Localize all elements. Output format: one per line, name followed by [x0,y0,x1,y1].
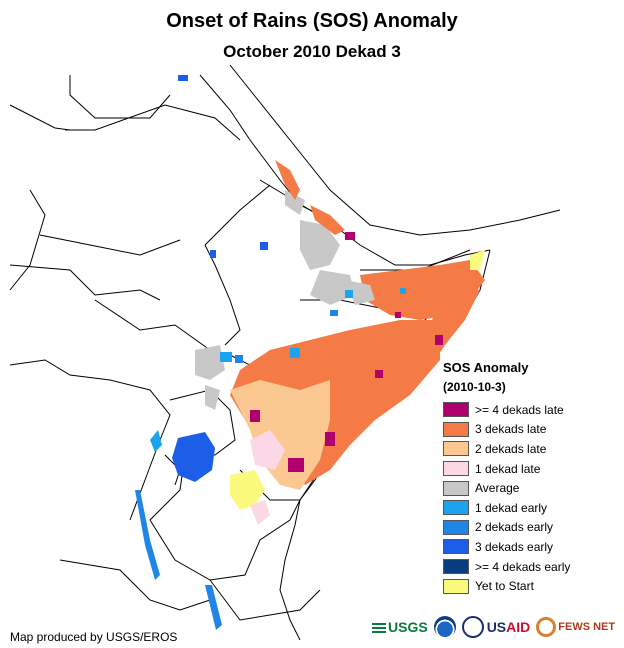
spot-late-7 [395,312,401,318]
spot-late-1 [288,458,304,472]
legend: SOS Anomaly (2010-10-3) >= 4 dekads late… [443,358,618,596]
legend-swatch [443,461,469,477]
coast-red-sea [199,74,361,246]
border-sudan-north [9,104,71,131]
early-spot-1 [260,242,268,250]
border-sudan-car [9,264,161,301]
border-drc [9,359,171,521]
region-kenya-pink [250,430,285,470]
legend-swatch [443,578,469,594]
legend-title: SOS Anomaly [443,360,529,375]
spot-late-6 [345,232,355,240]
early-spot-3 [210,250,216,258]
legend-label: >= 4 dekads late [475,402,564,417]
usgs-logo-text: USGS [388,619,428,635]
legend-date: (2010-10-3) [443,380,506,394]
legend-item: 3 dekads early [443,537,618,557]
border-south-sudan [94,299,211,351]
map-title: Onset of Rains (SOS) Anomaly [166,10,458,32]
lake-victoria-early [172,432,215,482]
legend-swatch [443,519,469,535]
legend-item: 2 dekads late [443,439,618,459]
region-kenya-peach [230,380,330,490]
lake-malawi [205,585,222,630]
partner-logos: USGS USAID FEWS NET [372,616,615,638]
one-early-spot-4 [400,288,406,294]
region-average-eritrea [285,190,305,215]
region-yet-to-start-tanzania [230,470,265,510]
two-early-spot-2 [330,310,338,316]
region-eritrea-orange [310,205,345,235]
spot-late-2 [325,432,335,446]
coast-gulf-aden [359,244,491,266]
spot-late-4 [375,370,383,378]
one-early-spot-1 [220,352,232,362]
spot-late-5 [435,335,443,345]
region-average-uganda [195,345,225,380]
noaa-logo-icon [433,616,456,638]
legend-label: 2 dekads early [475,520,554,535]
legend-label: 1 dekad early [475,500,548,515]
two-early-spot-1 [235,355,243,363]
legend-swatch [443,441,469,457]
legend-item: >= 4 dekads late [443,400,618,420]
region-yet-to-start-somalia [470,250,485,270]
border-chad [39,234,181,256]
legend-item: Yet to Start [443,576,618,596]
legend-swatch [443,421,469,437]
region-average-sudan [205,385,220,410]
legend-swatch [443,539,469,555]
legend-item: 1 dekad early [443,498,618,518]
lake-tanganyika [135,490,160,580]
region-pink-tanzania [250,500,270,525]
legend-item: >= 4 dekads early [443,557,618,577]
border-egypt-sudan [65,104,241,141]
fews-net-logo-icon: FEWS NET [536,617,615,637]
legend-swatch [443,559,469,575]
border-mozambique [209,579,321,621]
region-average-ethiopia-2 [310,270,355,305]
usaid-text-us: US [486,619,507,635]
usaid-seal-icon: USAID [461,616,531,638]
one-early-spot-2 [290,348,300,358]
legend-label: >= 4 dekads early [475,559,571,574]
legend-swatch [443,402,469,418]
region-average-ethiopia [300,220,340,270]
early-spot-2 [178,75,188,81]
map-credit: Map produced by USGS/EROS [10,630,178,644]
legend-items: >= 4 dekads late 3 dekads late 2 dekads … [443,400,618,596]
legend-swatch [443,480,469,496]
coast-arabia [229,64,561,236]
spot-late-3 [250,410,260,422]
usgs-logo-icon: USGS [372,619,428,635]
legend-label: 3 dekads late [475,422,547,437]
coast-tanzania [279,499,301,641]
legend-item: Average [443,478,618,498]
border-libya-egypt [69,75,171,119]
legend-label: 3 dekads early [475,539,554,554]
border-sudan-ethiopia [204,244,241,346]
legend-item: 2 dekads early [443,518,618,538]
legend-swatch [443,500,469,516]
one-early-spot-3 [345,290,353,298]
fews-net-text: FEWS NET [558,621,616,633]
legend-item: 1 dekad late [443,459,618,479]
legend-label: 1 dekad late [475,461,541,476]
region-average-somalia [345,280,375,305]
map-subtitle: October 2010 Dekad 3 [223,42,401,61]
region-red-sea-coast-orange [275,160,300,200]
legend-item: 3 dekads late [443,420,618,440]
border-sudan-chad [9,189,46,291]
border-ethiopia-sudan [204,184,271,246]
legend-label: 2 dekads late [475,441,547,456]
usaid-text-aid: AID [506,619,531,635]
border-zambia [59,559,211,611]
legend-label: Yet to Start [475,579,534,594]
lake-albert [150,430,162,452]
legend-label: Average [475,481,520,496]
